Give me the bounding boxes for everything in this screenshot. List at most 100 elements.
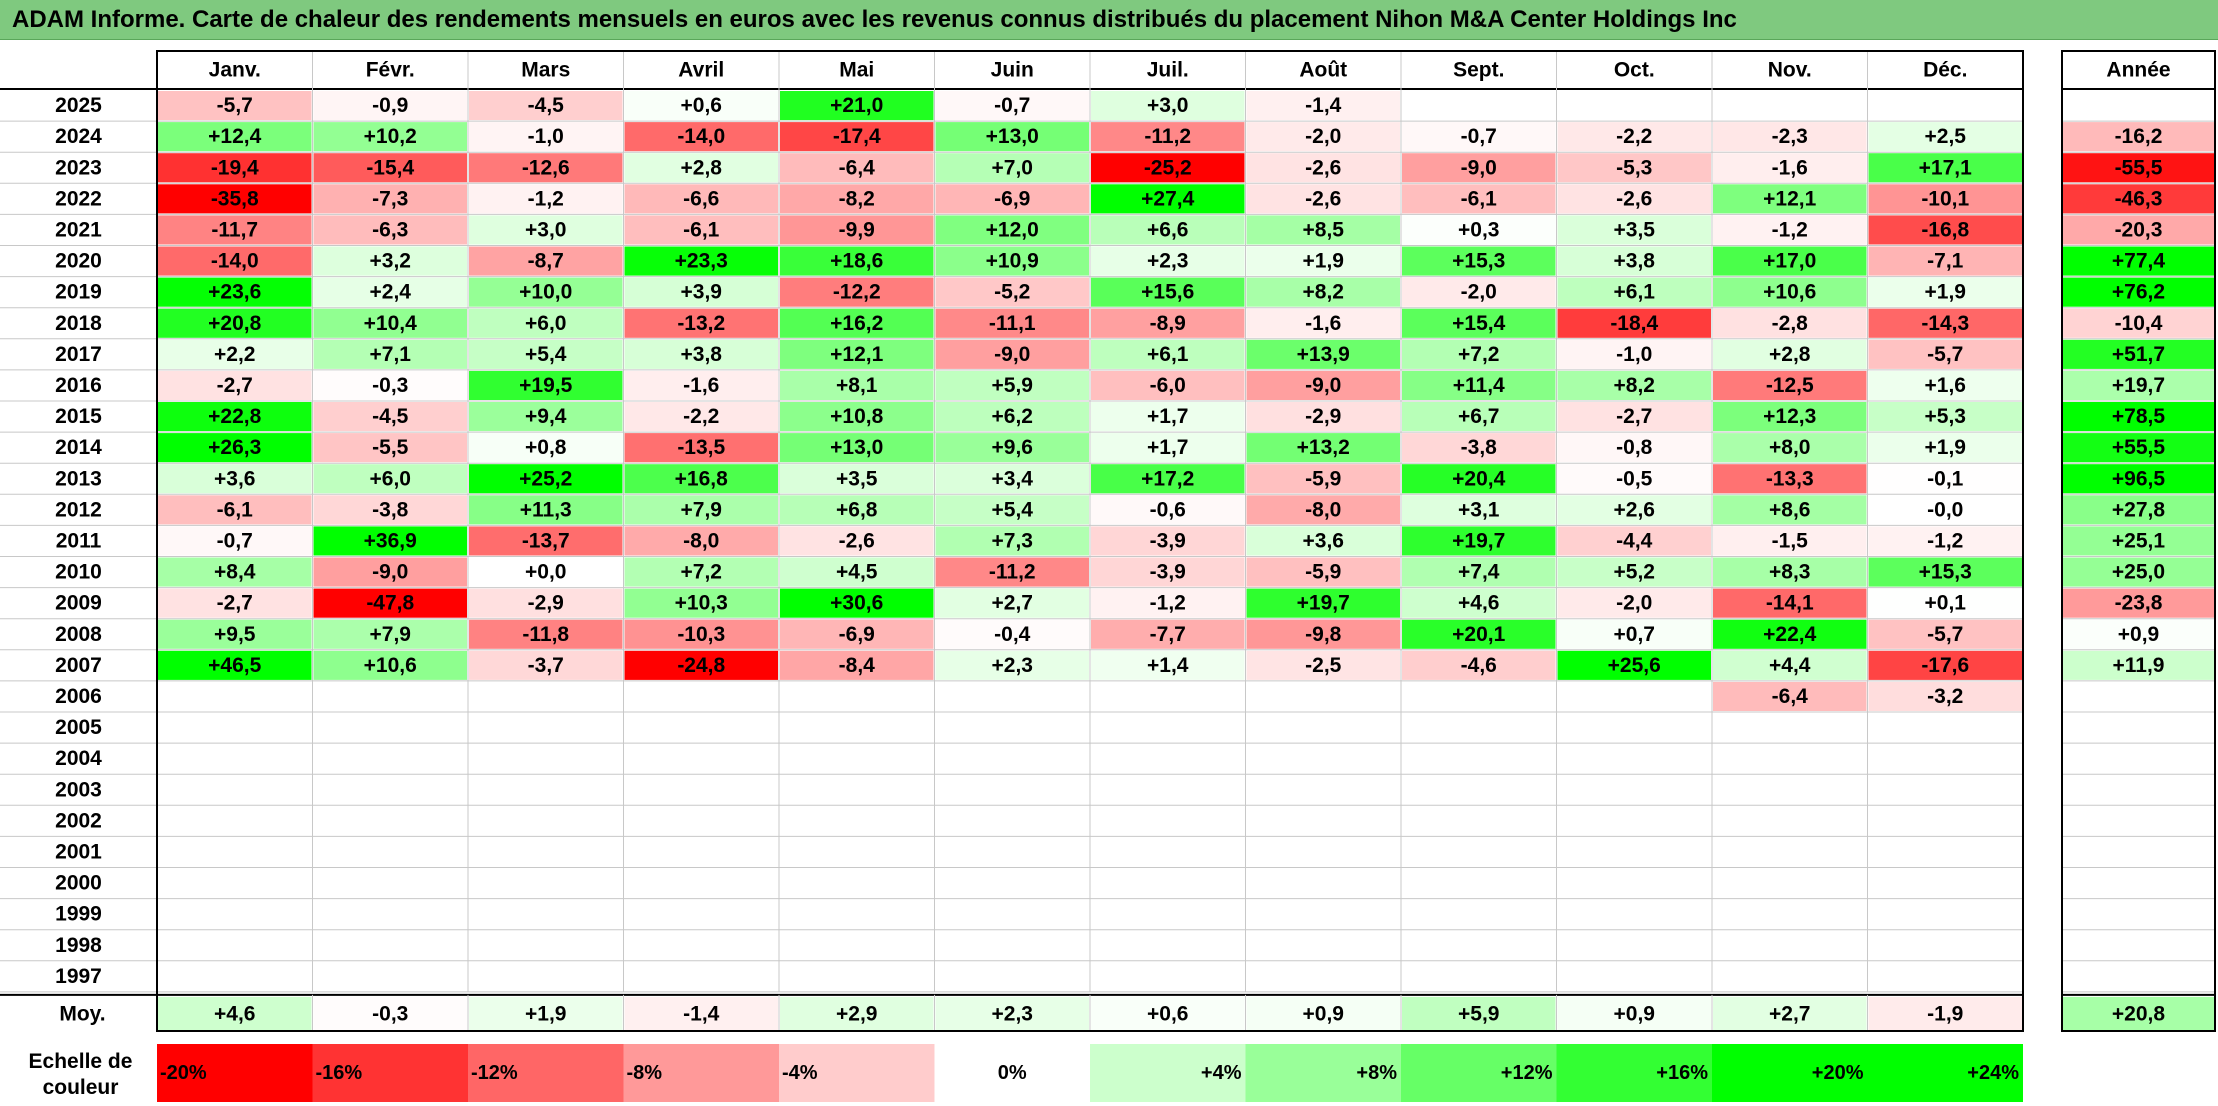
heatmap-cell <box>1246 464 1400 494</box>
heatmap-cell-value: +1,9 <box>1925 436 1966 459</box>
heatmap-cell-value: -2,6 <box>1305 187 1341 210</box>
heatmap-cell-value: -10,1 <box>1921 187 1969 210</box>
heatmap-cell-value: +10,0 <box>519 281 572 304</box>
average-cell <box>780 996 934 1031</box>
year-label: 2024 <box>55 125 102 148</box>
heatmap-cell-value: -0,8 <box>1616 436 1653 459</box>
color-scale-swatch-label: +12% <box>1501 1062 1553 1084</box>
heatmap-cell <box>1402 557 1556 587</box>
heatmap-cell <box>1402 588 1556 618</box>
heatmap-cell-value: -11,8 <box>522 623 569 646</box>
heatmap-cell <box>780 215 934 245</box>
heatmap-cell <box>1868 588 2022 618</box>
heatmap-cell-value: -13,5 <box>677 436 725 459</box>
heatmap-cell-value: +10,8 <box>830 405 883 428</box>
heatmap-cell-value: -12,6 <box>522 156 570 179</box>
heatmap-cell-value: +10,4 <box>364 312 417 335</box>
annual-cell-value: +96,5 <box>2112 467 2165 490</box>
heatmap-cell <box>313 215 467 245</box>
annual-cell <box>2063 588 2214 618</box>
heatmap-cell-value: -6,9 <box>839 623 875 646</box>
heatmap-cell <box>469 277 623 307</box>
heatmap-cell-value: -5,7 <box>1927 623 1963 646</box>
heatmap-cell-value: -47,8 <box>366 592 414 615</box>
heatmap-cell <box>1557 526 1711 556</box>
average-cell-value: +2,7 <box>1769 1002 1810 1025</box>
heatmap-cell-value: -2,0 <box>1305 125 1341 148</box>
heatmap-cell <box>1868 619 2022 649</box>
heatmap-cell <box>1713 464 1867 494</box>
heatmap-cell-value: +19,7 <box>1452 529 1505 552</box>
heatmap-cell-value: +9,4 <box>525 405 567 428</box>
heatmap-cell-value: +4,6 <box>1458 592 1499 615</box>
heatmap-cell <box>1557 215 1711 245</box>
heatmap-cell-value: +6,1 <box>1147 343 1189 366</box>
heatmap-cell-value: -2,0 <box>1461 281 1497 304</box>
heatmap-cell <box>1246 619 1400 649</box>
heatmap-cell-value: +10,3 <box>675 592 728 615</box>
heatmap-cell-value: -0,1 <box>1927 467 1964 490</box>
heatmap-cell <box>1557 339 1711 369</box>
month-header-label: Févr. <box>366 59 415 82</box>
color-scale-swatch <box>312 1044 468 1102</box>
heatmap-cell <box>1713 339 1867 369</box>
heatmap-cell <box>1868 184 2022 214</box>
heatmap-cell-value: -1,2 <box>1927 529 1963 552</box>
average-cell-value: +0,6 <box>1147 1002 1188 1025</box>
color-scale-swatch <box>1556 1044 1712 1102</box>
heatmap-cell-value: -2,8 <box>1772 312 1809 335</box>
heatmap-cell <box>780 153 934 183</box>
heatmap-cell-value: -17,4 <box>833 125 881 148</box>
heatmap-cell-value: +7,0 <box>992 156 1033 179</box>
heatmap-cell <box>935 308 1089 338</box>
annual-cell-value: +78,5 <box>2112 405 2165 428</box>
average-cell-value: -0,3 <box>372 1002 408 1025</box>
heatmap-cell-value: -9,9 <box>839 218 875 241</box>
heatmap-cell <box>158 619 312 649</box>
heatmap-cell <box>469 339 623 369</box>
heatmap-cell <box>1091 650 1245 680</box>
heatmap-cell-value: -11,2 <box>1144 125 1191 148</box>
heatmap-cell-value: +17,2 <box>1141 467 1194 490</box>
heatmap-cell <box>935 526 1089 556</box>
heatmap-cell <box>313 122 467 152</box>
month-header-label: Juin <box>991 59 1034 82</box>
heatmap-cell <box>1557 650 1711 680</box>
year-label: 1997 <box>55 965 102 988</box>
heatmap-cell-value: -8,9 <box>1150 312 1186 335</box>
heatmap-cell <box>469 495 623 525</box>
heatmap-cell <box>1868 526 2022 556</box>
heatmap-cell <box>158 402 312 432</box>
heatmap-cell <box>1402 650 1556 680</box>
heatmap-cell-value: +10,6 <box>1763 281 1816 304</box>
average-cell <box>1246 996 1400 1031</box>
heatmap-cell-value: -6,1 <box>217 498 254 521</box>
heatmap-cell <box>1713 277 1867 307</box>
heatmap-cell-value: -8,7 <box>528 250 564 273</box>
heatmap-cell-value: +13,9 <box>1297 343 1350 366</box>
heatmap-cell-value: +2,4 <box>370 281 412 304</box>
heatmap-cell <box>1557 464 1711 494</box>
heatmap-cell-value: -0,3 <box>372 374 408 397</box>
annual-cell <box>2063 650 2214 680</box>
heatmap-cell <box>1557 370 1711 400</box>
heatmap-cell-value: +7,2 <box>681 561 722 584</box>
heatmap-cell-value: +6,7 <box>1458 405 1499 428</box>
heatmap-cell-value: +23,6 <box>208 281 261 304</box>
heatmap-cell-value: -18,4 <box>1610 312 1658 335</box>
heatmap-cell-value: +17,1 <box>1919 156 1972 179</box>
heatmap-cell-value: -17,6 <box>1921 654 1969 677</box>
heatmap-cell <box>469 91 623 121</box>
heatmap-cell-value: +8,1 <box>836 374 878 397</box>
heatmap-cell-value: -3,9 <box>1150 561 1186 584</box>
heatmap-cell <box>1091 122 1245 152</box>
heatmap-cell <box>1246 588 1400 618</box>
heatmap-cell <box>1091 526 1245 556</box>
annual-cell-value: -16,2 <box>2115 125 2163 148</box>
heatmap-cell-value: -6,3 <box>372 218 408 241</box>
average-cell <box>158 996 312 1031</box>
heatmap-cell <box>469 526 623 556</box>
annual-cell-value: -55,5 <box>2115 156 2163 179</box>
heatmap-cell-value: +8,6 <box>1769 498 1810 521</box>
heatmap-cell-value: +3,8 <box>681 343 723 366</box>
